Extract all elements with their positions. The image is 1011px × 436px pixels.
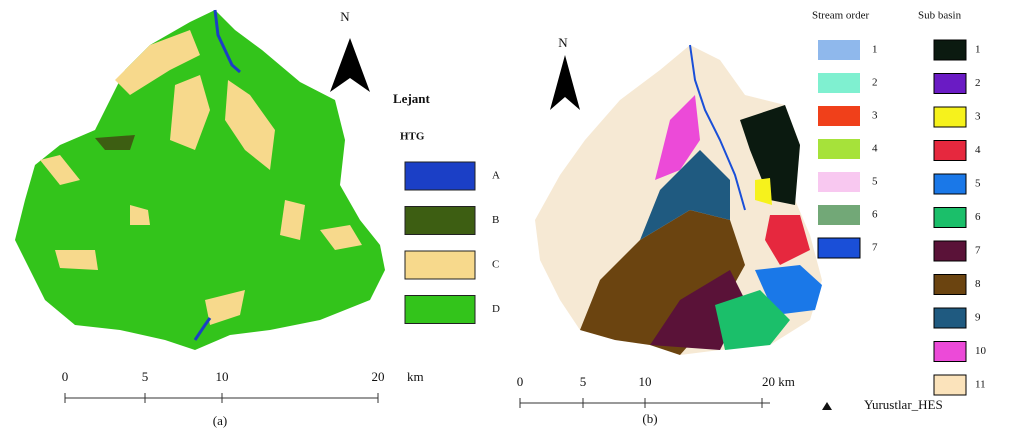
legend-title: Stream order [812, 10, 869, 22]
legend-swatch [405, 207, 475, 235]
scale-label: 0 [517, 374, 524, 389]
legend-label: 10 [975, 345, 987, 357]
legend-label: A [492, 170, 500, 182]
legend-label: C [492, 259, 499, 271]
legend-label: 11 [975, 379, 986, 391]
map-a [15, 10, 385, 398]
legend-swatch [934, 342, 966, 362]
legend-swatch [934, 141, 966, 161]
legend-label: 4 [975, 144, 981, 156]
legend-label: 7 [975, 245, 981, 257]
legend-label: 5 [975, 178, 981, 190]
map-b [520, 45, 832, 410]
legend-label: 3 [975, 111, 981, 123]
legend-label: 5 [872, 176, 878, 188]
legend-label: B [492, 214, 499, 226]
legend-label: 6 [872, 209, 878, 221]
legend-label: 8 [975, 278, 981, 290]
station-label: Yurustlar_HES [864, 397, 943, 412]
legend-label: 3 [872, 110, 878, 122]
legend-label: 9 [975, 312, 981, 324]
legend-label: 1 [872, 44, 878, 56]
caption: (a) [213, 413, 227, 428]
legend-swatch [405, 162, 475, 190]
legend-swatch [818, 172, 860, 192]
figure: N Lejant HTG km (a) N Stream order Sub b… [0, 0, 1011, 436]
legend-swatch [934, 275, 966, 295]
scale-label: 10 [639, 374, 652, 389]
north-label: N [558, 35, 568, 50]
scale-label: 5 [142, 369, 149, 384]
legend-swatch [934, 308, 966, 328]
legend-swatch [818, 139, 860, 159]
legend-swatch [818, 238, 860, 258]
legend-swatch [934, 208, 966, 228]
scale-label: 20 km [762, 374, 795, 389]
legend-swatch [818, 73, 860, 93]
legend-swatch [934, 40, 966, 60]
legend-label: 2 [975, 77, 981, 89]
scale-label: 20 [372, 369, 385, 384]
scale-label: 5 [580, 374, 587, 389]
caption: (b) [642, 411, 657, 426]
legend-swatch [405, 251, 475, 279]
scale-label: 0 [62, 369, 69, 384]
legend-label: 2 [872, 77, 878, 89]
legend-swatch [934, 375, 966, 395]
legend-subtitle: HTG [400, 131, 425, 143]
legend-swatch [818, 205, 860, 225]
north-label: N [340, 9, 350, 24]
legend-swatch [934, 74, 966, 94]
legend-label: 6 [975, 211, 981, 223]
legend-label: D [492, 303, 500, 315]
legend-swatch [934, 241, 966, 261]
legend-label: 4 [872, 143, 878, 155]
legend-swatch [818, 106, 860, 126]
scale-label: 10 [216, 369, 229, 384]
legend-title: Sub basin [918, 10, 962, 22]
legend-swatch [818, 40, 860, 60]
scale-unit: km [407, 369, 424, 384]
legend-swatch [405, 296, 475, 324]
legend-swatch [934, 107, 966, 127]
legend-label: 7 [872, 242, 878, 254]
legend-title: Lejant [393, 91, 431, 106]
legend-label: 1 [975, 44, 981, 56]
legend-swatch [934, 174, 966, 194]
